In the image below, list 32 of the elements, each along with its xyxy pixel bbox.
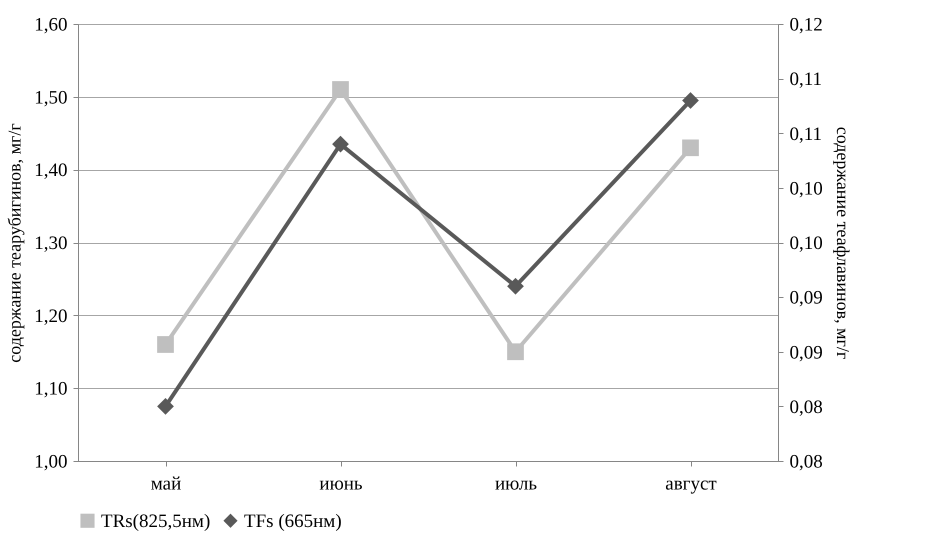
y-axis-title: содержание теарубигинов, мг/г (4, 123, 24, 363)
y-tick-label: 1,60 (34, 14, 68, 36)
y-tick-label: 1,00 (34, 452, 68, 472)
y2-axis-title: содержание теафлавинов, мг/г (832, 126, 853, 360)
y2-tick-label: 0,08 (790, 452, 823, 472)
y2-tick-label: 0,10 (790, 178, 823, 200)
y-tick-label: 1,50 (34, 87, 68, 108)
y2-tick-label: 0,09 (790, 288, 823, 309)
legend-label: TFs (665нм) (244, 510, 342, 532)
y-tick-label: 1,40 (34, 160, 68, 182)
point (507, 278, 524, 295)
point (682, 92, 699, 109)
y-tick-label: 1,10 (34, 378, 68, 400)
point (157, 336, 174, 353)
point (682, 139, 699, 156)
point (507, 343, 524, 360)
point (332, 136, 349, 153)
y2-tick-label: 0,09 (790, 342, 823, 364)
x-tick-label: май (150, 474, 182, 494)
y-tick-label: 1,20 (34, 306, 68, 327)
x-tick-label: июнь (319, 474, 363, 494)
y2-tick-label: 0,11 (790, 124, 822, 145)
point (332, 81, 349, 98)
y2-tick-label: 0,11 (790, 69, 822, 90)
y2-tick-label: 0,10 (790, 233, 823, 254)
y-tick-label: 1,30 (34, 233, 68, 254)
x-tick-label: июль (494, 474, 538, 494)
point (157, 398, 174, 415)
x-tick-label: август (665, 474, 718, 494)
y2-tick-label: 0,08 (790, 396, 823, 418)
y2-tick-label: 0,12 (790, 14, 823, 36)
legend-label: TRs(825,5нм) (101, 510, 210, 532)
